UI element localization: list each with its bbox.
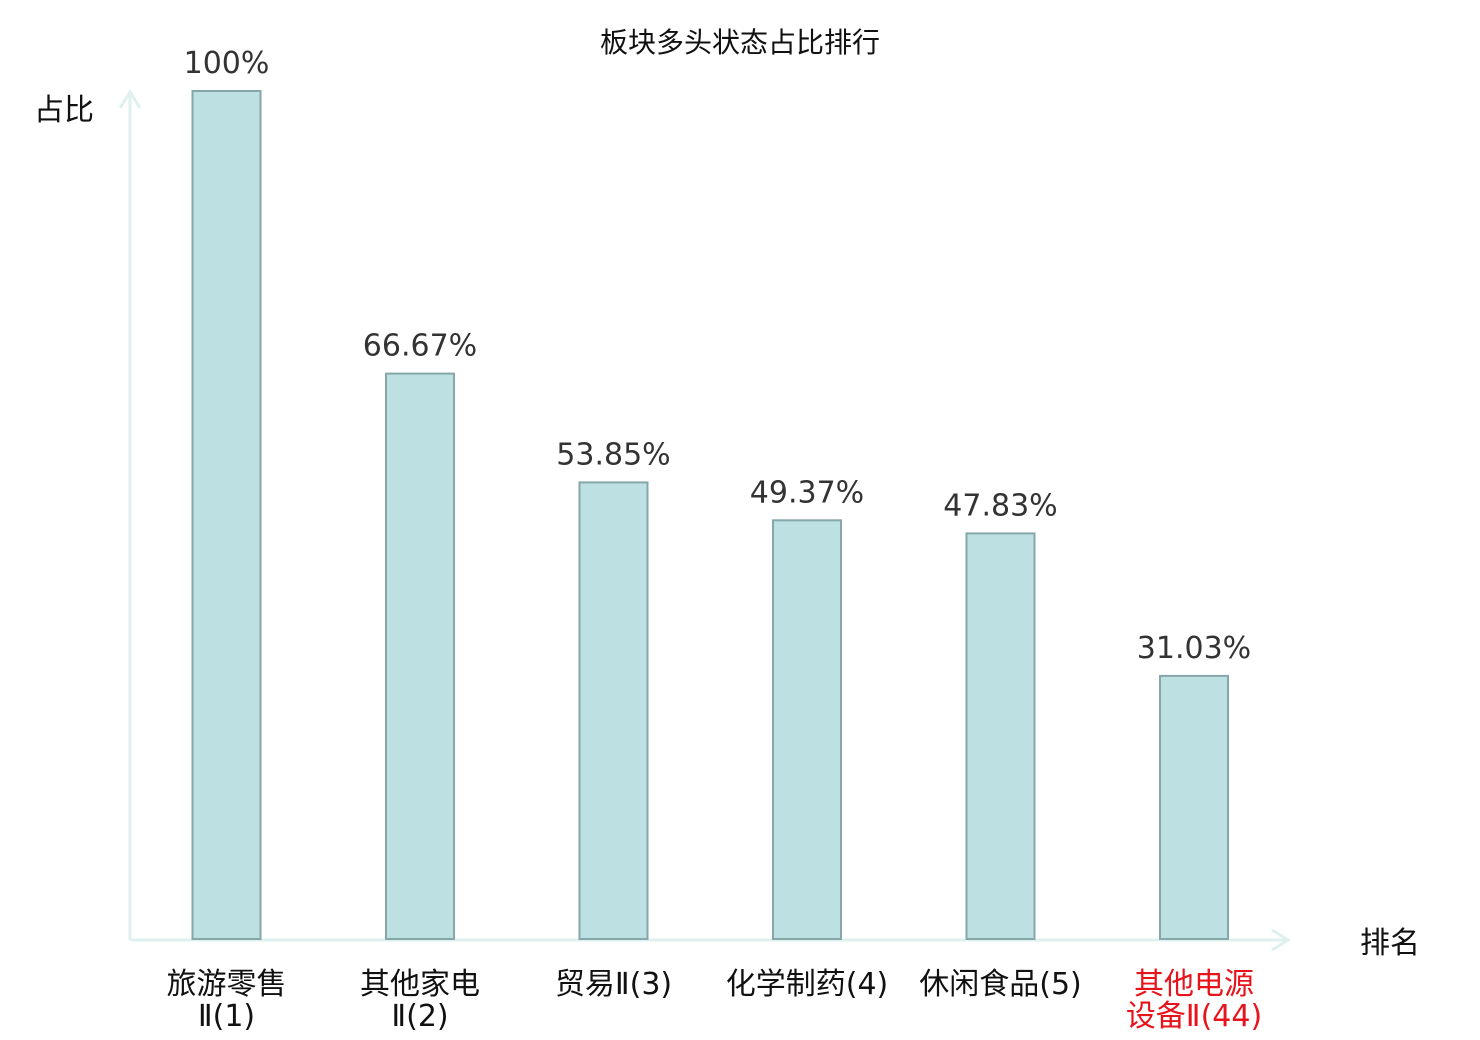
category-label-5: 休闲食品(5) (919, 967, 1082, 1002)
category-labels-group: 旅游零售 Ⅱ(1) 其他家电 Ⅱ(2) 贸易Ⅱ(3) 化学制药(4) 休闲食品(5) 其他电源… (167, 967, 1263, 1034)
category-label-line: 休闲食品(5) (919, 967, 1082, 1002)
value-label-3: 53.85% (556, 437, 670, 472)
category-label-line: 设备Ⅱ(44) (1126, 999, 1262, 1034)
category-label-4: 化学制药(4) (726, 967, 889, 1002)
bar-3 (578, 481, 649, 940)
category-label-line: 其他家电 (360, 967, 480, 1002)
bar-5 (965, 532, 1036, 941)
category-label-line: Ⅱ(2) (391, 999, 448, 1034)
bar-1 (191, 90, 262, 940)
value-label-2: 66.67% (363, 329, 477, 364)
category-label-line: 旅游零售 (167, 967, 287, 1002)
category-label-line: Ⅱ(1) (198, 999, 255, 1034)
category-label-2: 其他家电 Ⅱ(2) (360, 967, 480, 1034)
value-label-6: 31.03% (1137, 631, 1251, 666)
category-label-line: 其他电源 (1134, 967, 1254, 1002)
value-label-1: 100% (184, 46, 270, 81)
bars-group (191, 90, 1229, 941)
category-label-line: 化学制药(4) (726, 967, 889, 1002)
x-axis-arrow-icon (1271, 928, 1291, 952)
y-axis-arrow-icon (118, 89, 142, 109)
category-label-1: 旅游零售 Ⅱ(1) (167, 967, 287, 1034)
bar-2 (385, 372, 455, 941)
category-label-3: 贸易Ⅱ(3) (555, 967, 672, 1002)
y-axis-label: 占比 (34, 93, 94, 128)
value-label-5: 47.83% (943, 488, 1057, 523)
category-label-6: 其他电源设备Ⅱ(44) (1126, 967, 1262, 1034)
x-axis-label: 排名 (1360, 926, 1420, 961)
chart-title: 板块多头状态占比排行 (600, 26, 880, 59)
value-labels-group: 100% 66.67% 53.85% 49.37% 47.83% 31.03% (184, 46, 1252, 666)
category-label-line: 贸易Ⅱ(3) (555, 967, 672, 1002)
bar-4 (772, 519, 842, 940)
bar-6 (1159, 674, 1229, 941)
axes (118, 89, 1291, 952)
value-label-4: 49.37% (750, 475, 864, 510)
